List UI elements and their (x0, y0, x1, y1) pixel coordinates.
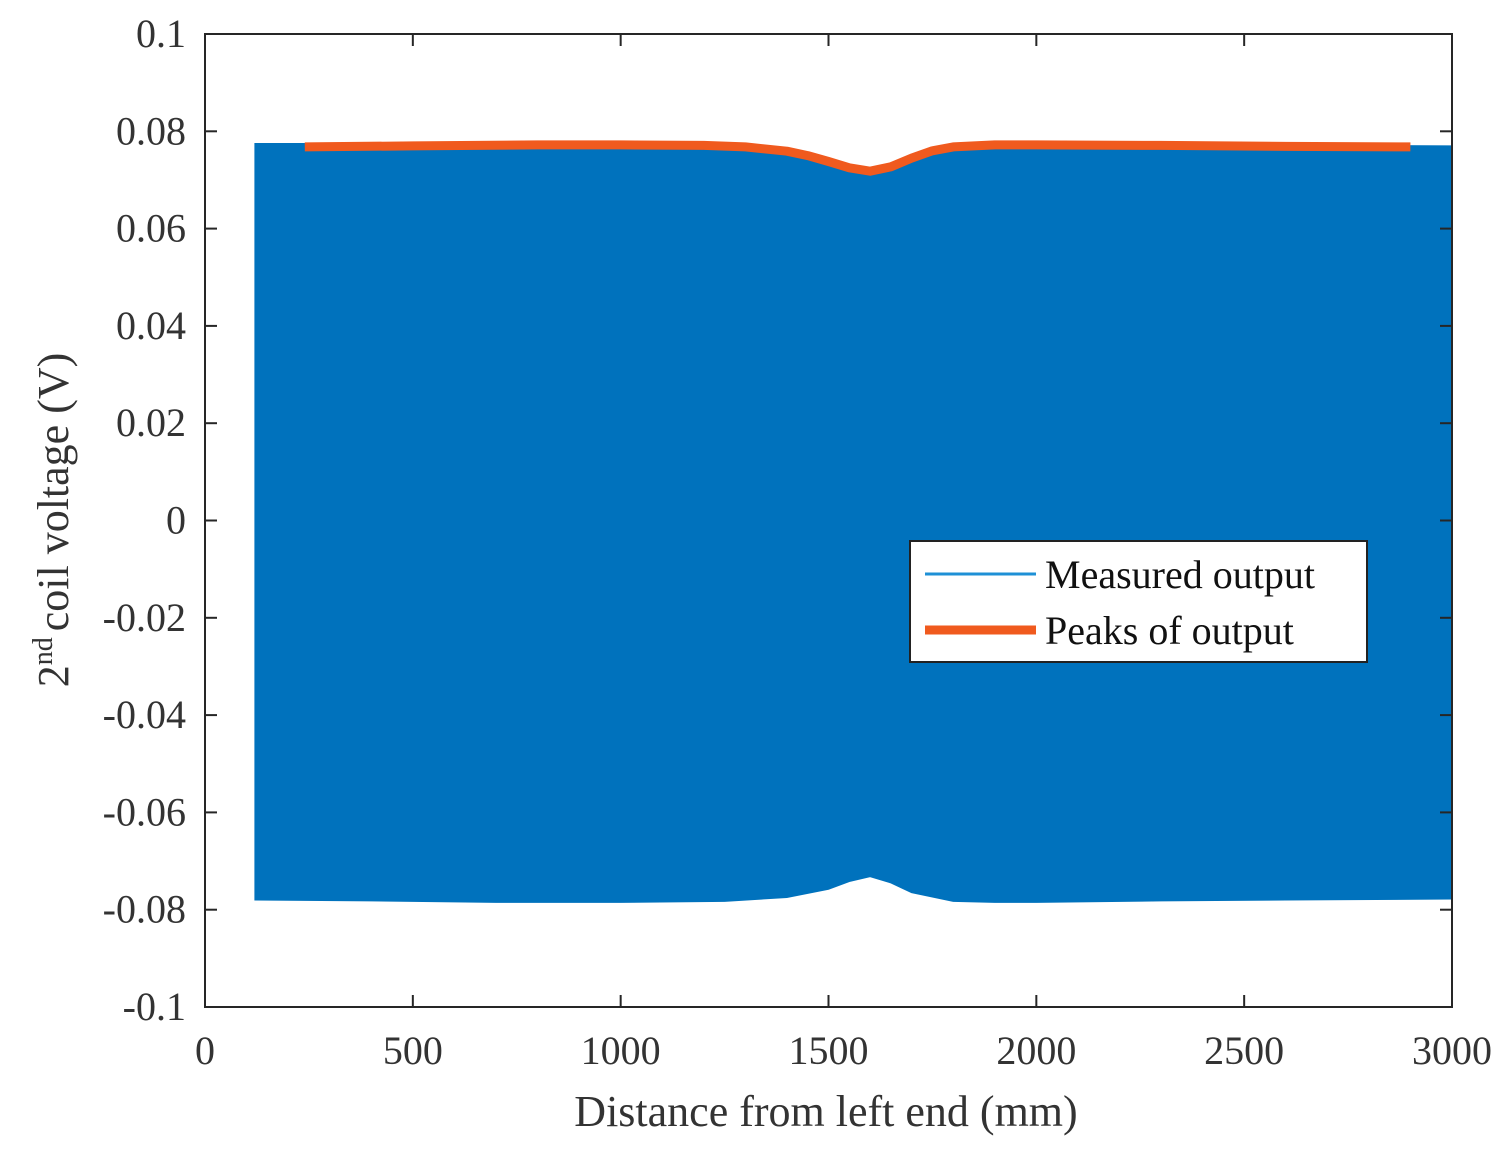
legend-label-peaks: Peaks of output (1045, 608, 1294, 653)
x-tick-label: 1000 (581, 1028, 661, 1073)
legend-label-measured: Measured output (1045, 552, 1315, 597)
y-tick-label: -0.04 (103, 692, 186, 737)
x-tick-label: 1500 (789, 1028, 869, 1073)
y-tick-label: 0.06 (116, 206, 186, 251)
x-tick-label: 2500 (1204, 1028, 1284, 1073)
y-axis-title-sup: nd (28, 637, 59, 665)
y-tick-label: -0.02 (103, 595, 186, 640)
x-axis-title: Distance from left end (mm) (574, 1087, 1077, 1136)
y-axis-title-base: 2 (29, 665, 78, 687)
series-peaks-of-output (304, 140, 1411, 176)
y-tick-label: 0.02 (116, 400, 186, 445)
x-ticks: 0 500 1000 1500 2000 2500 3000 (195, 34, 1492, 1073)
series-measured-output (254, 141, 1453, 903)
y-axis-title-rest: coil voltage (V) (29, 353, 78, 632)
y-tick-label: -0.08 (103, 887, 186, 932)
y-tick-label: 0.1 (136, 11, 186, 56)
y-tick-label: 0 (166, 498, 186, 543)
y-axis-title: 2nd coil voltage (V) (28, 353, 78, 688)
legend-box (909, 540, 1368, 663)
legend: Measured output Peaks of output (909, 540, 1368, 663)
x-tick-label: 0 (195, 1028, 215, 1073)
y-tick-label: -0.1 (123, 984, 186, 1029)
plot-content (254, 140, 1453, 903)
y-tick-label: 0.08 (116, 108, 186, 153)
x-tick-label: 3000 (1412, 1028, 1492, 1073)
y-tick-label: -0.06 (103, 789, 186, 834)
y-tick-label: 0.04 (116, 303, 186, 348)
x-tick-label: 2000 (996, 1028, 1076, 1073)
y-ticks: 0.1 0.08 0.06 0.04 0.02 0 -0.02 -0.04 -0.06 -0.08… (103, 11, 1452, 1029)
x-tick-label: 500 (383, 1028, 443, 1073)
